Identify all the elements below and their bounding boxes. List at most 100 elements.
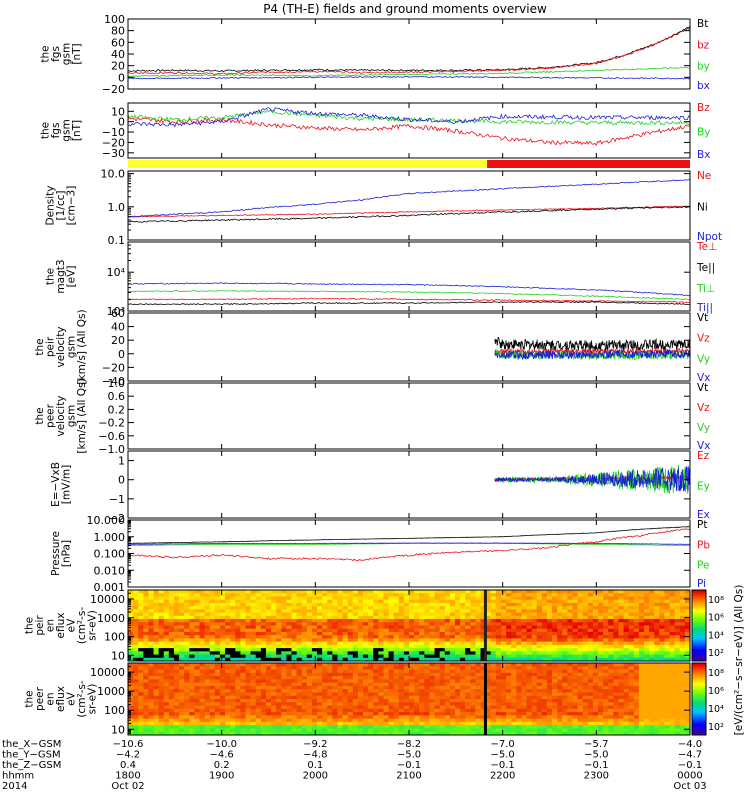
heatmap-cell [301, 679, 308, 684]
heatmap-cell [618, 606, 624, 610]
heatmap-cell [475, 596, 481, 601]
heatmap-cell [495, 599, 502, 604]
heatmap-cell [603, 596, 609, 601]
heatmap-cell [526, 692, 533, 697]
heatmap-cell [148, 731, 154, 736]
heatmap-cell [444, 663, 451, 667]
heatmap-cell [327, 651, 333, 655]
heatmap-cell [506, 596, 512, 601]
heatmap-cell [521, 721, 527, 726]
heatmap-cell [245, 612, 252, 617]
heatmap-cell [587, 715, 594, 720]
heatmap-cell [225, 702, 231, 706]
heatmap-cell [546, 612, 553, 617]
heatmap-cell [649, 657, 655, 662]
heatmap-cell [317, 702, 323, 706]
heatmap-cell [352, 679, 359, 684]
heatmap-cell [475, 593, 481, 597]
heatmap-cell [311, 669, 318, 674]
heatmap-cell [138, 689, 144, 693]
heatmap-cell [250, 612, 257, 617]
heatmap-cell [511, 708, 517, 713]
heatmap-cell [541, 609, 548, 613]
heatmap-cell [235, 622, 241, 626]
heatmap-cell [567, 622, 573, 626]
heatmap-cell [378, 721, 384, 726]
heatmap-cell [500, 590, 507, 594]
heatmap-cell [133, 663, 139, 667]
heatmap-cell [490, 695, 497, 700]
heatmap-cell [403, 666, 410, 670]
heatmap-cell [271, 718, 277, 723]
heatmap-cell [209, 606, 216, 610]
heatmap-cell [347, 728, 354, 733]
heatmap-cell [133, 692, 139, 697]
heatmap-cell [286, 599, 292, 604]
heatmap-cell [449, 631, 456, 636]
heatmap-cell [598, 625, 604, 630]
heatmap-cell [153, 635, 160, 639]
heatmap-cell [531, 619, 538, 623]
heatmap-cell [536, 619, 543, 623]
heatmap-cell [179, 731, 185, 736]
heatmap-cell [281, 712, 287, 716]
heatmap-cell [485, 648, 492, 652]
heatmap-cell [148, 702, 154, 706]
heatmap-cell [296, 622, 303, 626]
heatmap-cell [531, 628, 538, 633]
heatmap-cell [337, 725, 343, 729]
heatmap-cell [342, 715, 349, 720]
heatmap-cell [644, 622, 650, 626]
heatmap-cell [148, 648, 154, 652]
heatmap-cell [296, 593, 303, 597]
heatmap-cell [214, 609, 221, 613]
heatmap-cell [638, 599, 645, 604]
heatmap-cell [414, 615, 420, 620]
heatmap-cell [424, 679, 430, 684]
heatmap-cell [357, 635, 364, 639]
heatmap-cell [495, 641, 502, 646]
heatmap-cell [265, 721, 272, 726]
heatmap-cell [506, 644, 512, 649]
heatmap-cell [311, 599, 318, 604]
heatmap-cell [260, 728, 267, 733]
heatmap-cell [383, 672, 389, 677]
heatmap-cell [357, 685, 364, 690]
heatmap-cell [475, 728, 481, 733]
heatmap-cell [378, 648, 384, 652]
heatmap-cell [419, 628, 425, 633]
heatmap-cell [368, 663, 374, 667]
heatmap-cell [592, 692, 599, 697]
heatmap-cell [357, 731, 364, 736]
heatmap-cell [158, 695, 165, 700]
heatmap-cell [516, 699, 522, 703]
heatmap-cell [322, 590, 328, 594]
heatmap-cell [317, 725, 323, 729]
heatmap-cell [311, 648, 318, 652]
heatmap-cell [526, 625, 533, 630]
heatmap-cell [276, 599, 282, 604]
heatmap-cell [332, 641, 338, 646]
heatmap-cell [439, 628, 446, 633]
heatmap-cell [546, 590, 553, 594]
heatmap-cell [138, 666, 144, 670]
heatmap-cell [454, 666, 461, 670]
axes-frame-pressure [127, 519, 691, 588]
heatmap-cell [276, 609, 282, 613]
heatmap-cell [603, 631, 609, 636]
heatmap-cell [516, 654, 522, 659]
heatmap-cell [649, 596, 655, 601]
heatmap-cell [633, 625, 640, 630]
heatmap-cell [214, 682, 221, 687]
heatmap-cell [199, 705, 206, 710]
heatmap-cell [552, 602, 558, 607]
heatmap-cell [153, 672, 160, 677]
heatmap-cell [449, 622, 456, 626]
heatmap-cell [511, 715, 517, 720]
heatmap-cell [184, 599, 190, 604]
heatmap-cell [485, 638, 492, 643]
heatmap-cell [363, 672, 369, 677]
heatmap-cell [623, 593, 630, 597]
heatmap-cell [429, 702, 435, 706]
heatmap-cell [546, 641, 553, 646]
